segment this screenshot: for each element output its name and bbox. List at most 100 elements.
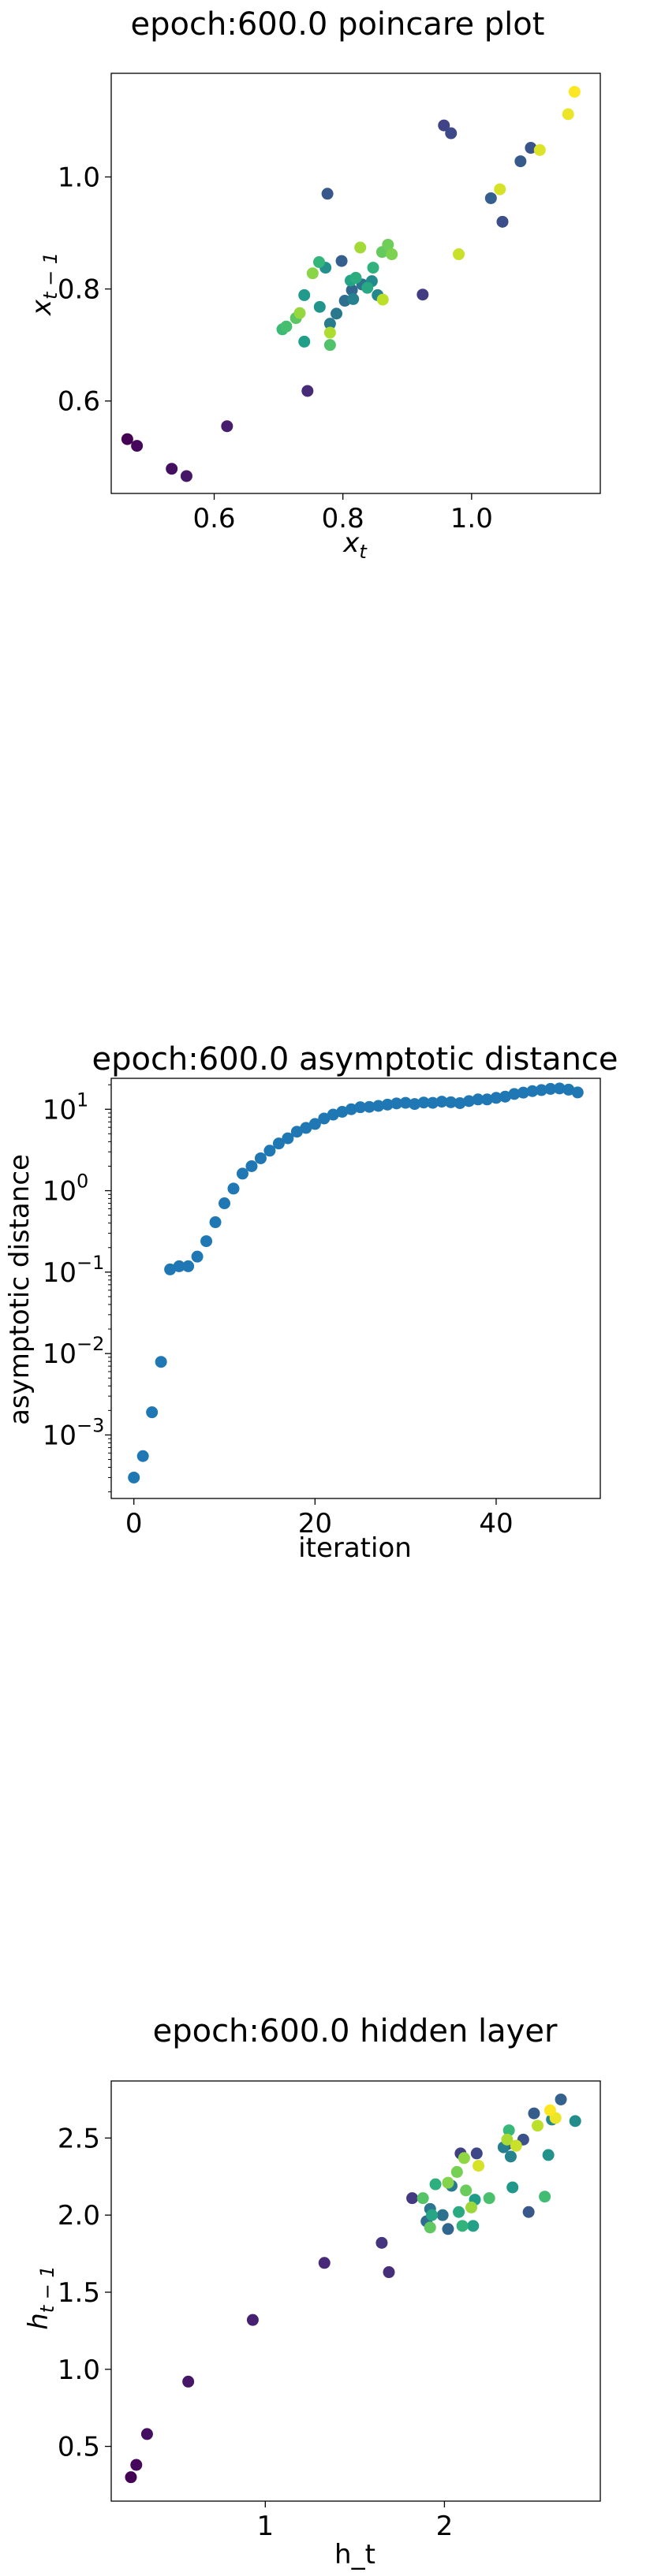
data-point xyxy=(121,433,133,445)
data-point xyxy=(504,2150,517,2163)
data-point xyxy=(313,255,325,268)
data-point xyxy=(535,1084,547,1096)
data-point xyxy=(347,292,360,305)
y-tick-label: 0.8 xyxy=(58,274,100,306)
chart-title: epoch:600.0 hidden layer xyxy=(153,2013,558,2049)
data-point xyxy=(227,1182,240,1195)
data-point xyxy=(490,1092,502,1104)
data-point xyxy=(367,262,379,274)
plot-area xyxy=(110,1078,601,1499)
data-point xyxy=(191,1250,204,1263)
data-point xyxy=(424,2221,436,2234)
data-point xyxy=(221,420,233,433)
x-tick-label: 1.0 xyxy=(450,503,493,534)
data-point xyxy=(525,142,537,154)
data-point xyxy=(458,2152,470,2165)
data-point xyxy=(496,215,509,228)
data-points xyxy=(121,85,581,482)
data-point xyxy=(453,2206,465,2218)
data-point xyxy=(555,2093,567,2105)
data-point xyxy=(298,288,311,301)
data-point xyxy=(528,2107,540,2120)
data-point xyxy=(293,307,306,319)
data-point xyxy=(200,1235,213,1248)
data-point xyxy=(445,127,458,140)
x-axis: 0 20 40 xyxy=(125,1498,514,1539)
data-point xyxy=(164,1263,177,1275)
data-point xyxy=(323,339,336,352)
y-tick-label: 10 xyxy=(43,1176,77,1208)
data-point xyxy=(409,1098,421,1111)
data-point xyxy=(263,1145,276,1157)
data-point xyxy=(131,440,144,452)
data-point xyxy=(318,2257,331,2269)
data-point xyxy=(318,1112,331,1125)
data-point xyxy=(463,1095,476,1107)
data-point xyxy=(182,1260,195,1272)
data-point xyxy=(390,1097,403,1110)
data-point xyxy=(453,248,465,261)
data-point xyxy=(426,2209,439,2221)
y-tick-label: 10 xyxy=(43,1338,77,1370)
data-point xyxy=(571,1086,584,1099)
plot-area xyxy=(110,2080,601,2502)
data-point xyxy=(381,1098,394,1111)
data-point xyxy=(427,1096,439,1109)
data-point xyxy=(522,2206,535,2218)
data-point xyxy=(372,1100,385,1112)
data-point xyxy=(438,119,450,132)
data-point xyxy=(510,2139,522,2152)
data-point xyxy=(363,1100,375,1113)
data-point xyxy=(467,2220,480,2232)
x-tick-label: 0.8 xyxy=(322,503,364,534)
data-point xyxy=(569,2115,581,2127)
data-point xyxy=(331,307,343,320)
data-point xyxy=(533,143,546,156)
data-point xyxy=(454,1096,466,1109)
data-point xyxy=(553,1082,566,1095)
y-tick-exponent: −3 xyxy=(77,1414,104,1436)
y-tick-label: 10 xyxy=(43,1094,77,1126)
data-point xyxy=(544,2104,556,2116)
data-point xyxy=(321,188,334,200)
data-point xyxy=(180,470,192,482)
x-tick-label: 2 xyxy=(436,2511,454,2542)
data-point xyxy=(406,2192,419,2205)
data-point xyxy=(336,1106,349,1119)
y-axis: 0.5 1.0 1.5 2.0 2.5 xyxy=(58,2123,111,2463)
y-tick-exponent: 1 xyxy=(77,1089,88,1111)
y-tick-label: 0.6 xyxy=(58,386,100,418)
y-tick-label: 1.0 xyxy=(58,162,100,193)
y-tick-label: 1.0 xyxy=(58,2355,100,2386)
y-tick-exponent: −2 xyxy=(77,1333,104,1355)
data-point xyxy=(544,1082,557,1095)
data-points xyxy=(128,1082,584,1483)
data-point xyxy=(146,1406,159,1419)
data-point xyxy=(514,155,527,168)
data-point xyxy=(383,2266,395,2279)
data-point xyxy=(346,284,358,296)
data-point xyxy=(323,318,336,330)
data-point xyxy=(501,2133,514,2146)
data-point xyxy=(125,2471,137,2484)
data-point xyxy=(542,2149,555,2161)
data-point xyxy=(473,2160,485,2172)
data-point xyxy=(245,1160,258,1172)
data-point xyxy=(236,1167,248,1180)
data-point xyxy=(219,1197,231,1210)
y-tick-exponent: −1 xyxy=(77,1252,104,1274)
data-point xyxy=(166,463,178,475)
data-point xyxy=(209,1216,222,1229)
data-point xyxy=(499,1090,511,1103)
data-point xyxy=(136,1450,149,1462)
data-point xyxy=(254,1152,267,1164)
data-point xyxy=(290,1126,303,1138)
data-point xyxy=(399,1096,412,1109)
data-point xyxy=(140,2428,153,2440)
data-point xyxy=(386,248,398,261)
data-point xyxy=(539,2191,551,2203)
data-point xyxy=(442,2176,454,2189)
